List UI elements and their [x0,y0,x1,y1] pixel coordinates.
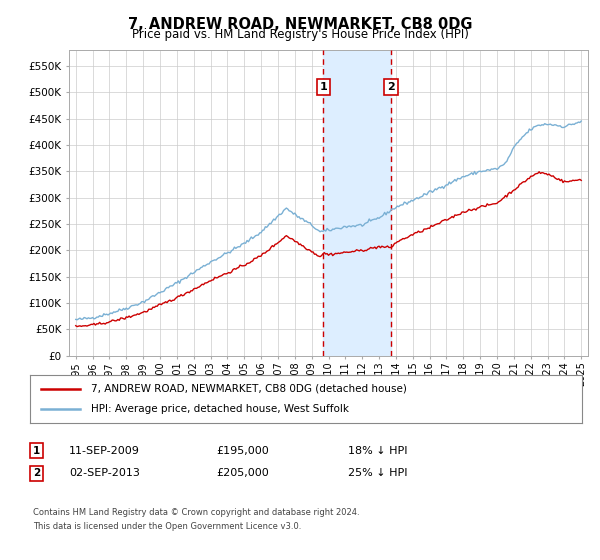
Text: 02-SEP-2013: 02-SEP-2013 [69,468,140,478]
Text: 11-SEP-2009: 11-SEP-2009 [69,446,140,456]
Text: 2: 2 [387,82,395,92]
Text: Contains HM Land Registry data © Crown copyright and database right 2024.: Contains HM Land Registry data © Crown c… [33,508,359,517]
Text: 18% ↓ HPI: 18% ↓ HPI [348,446,407,456]
Text: 25% ↓ HPI: 25% ↓ HPI [348,468,407,478]
Text: 7, ANDREW ROAD, NEWMARKET, CB8 0DG: 7, ANDREW ROAD, NEWMARKET, CB8 0DG [128,17,472,32]
Text: 1: 1 [33,446,40,456]
Text: £205,000: £205,000 [216,468,269,478]
Text: 2: 2 [33,468,40,478]
Text: Price paid vs. HM Land Registry's House Price Index (HPI): Price paid vs. HM Land Registry's House … [131,28,469,41]
Text: £195,000: £195,000 [216,446,269,456]
Text: This data is licensed under the Open Government Licence v3.0.: This data is licensed under the Open Gov… [33,522,301,531]
Text: HPI: Average price, detached house, West Suffolk: HPI: Average price, detached house, West… [91,404,349,414]
Bar [323,50,391,356]
Text: 7, ANDREW ROAD, NEWMARKET, CB8 0DG (detached house): 7, ANDREW ROAD, NEWMARKET, CB8 0DG (deta… [91,384,407,394]
Text: 1: 1 [320,82,328,92]
